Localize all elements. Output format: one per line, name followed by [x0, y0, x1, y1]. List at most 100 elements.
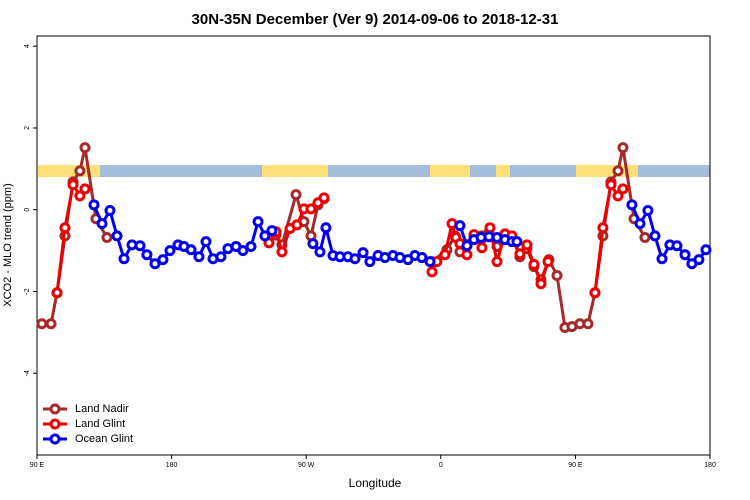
data-point [36, 318, 48, 330]
land-band [262, 165, 328, 177]
data-point [67, 179, 79, 191]
data-point [656, 253, 668, 265]
data-point [59, 222, 71, 234]
data-point [111, 230, 123, 242]
data-point [528, 259, 540, 271]
chart-title: 30N-35N December (Ver 9) 2014-09-06 to 2… [192, 11, 559, 28]
data-point [118, 253, 130, 265]
y-tick-label: -2 [24, 288, 31, 294]
data-point [101, 232, 113, 244]
data-point [237, 245, 249, 257]
data-point [157, 254, 169, 266]
data-point [617, 142, 629, 154]
data-point [679, 249, 691, 261]
y-axis-label: XCO2 - MLO trend (ppm) [2, 183, 14, 306]
data-point [364, 256, 376, 268]
data-point [320, 222, 332, 234]
data-point [245, 241, 257, 253]
data-point [634, 218, 646, 230]
y-tick-label: 4 [24, 44, 31, 48]
data-point [626, 199, 638, 211]
data-point [491, 256, 503, 268]
land-band [496, 165, 510, 177]
data-point [582, 318, 594, 330]
data-point [134, 240, 146, 252]
y-tick-label: 0 [24, 208, 31, 212]
data-point [454, 220, 466, 232]
data-point [79, 142, 91, 154]
plot-frame [36, 35, 711, 456]
x-axis-label: Longitude [349, 476, 402, 490]
data-point [589, 287, 601, 299]
data-point [314, 246, 326, 258]
data-point [535, 278, 547, 290]
data-point [305, 203, 317, 215]
data-point [290, 189, 302, 201]
data-point [88, 199, 100, 211]
data-point [514, 248, 526, 260]
data-point [141, 249, 153, 261]
data-point [259, 230, 271, 242]
data-point [307, 238, 319, 250]
data-point [349, 253, 361, 265]
data-point [215, 251, 227, 263]
data-point [74, 190, 86, 202]
data-point [639, 232, 651, 244]
land-mask [38, 165, 710, 177]
data-point [252, 216, 264, 228]
data-point [318, 192, 330, 204]
legend: Land Nadir Land Glint Ocean Glint [43, 403, 133, 445]
legend-marker [49, 403, 61, 415]
data-point [542, 256, 554, 268]
data-point [551, 270, 563, 282]
data-point [605, 179, 617, 191]
data-point [617, 183, 629, 195]
x-tick-label: 180 [704, 462, 716, 469]
legend-marker [49, 418, 61, 430]
data-point [45, 318, 57, 330]
data-point [597, 222, 609, 234]
data-point [439, 249, 451, 261]
data-point [461, 240, 473, 252]
data-point [476, 242, 488, 254]
data-point [511, 236, 523, 248]
data-point [291, 219, 303, 231]
y-tick-label: -4 [24, 370, 31, 376]
data-point [200, 236, 212, 248]
data-point [149, 258, 161, 270]
data-point [193, 251, 205, 263]
data-point [461, 249, 473, 261]
data-point [185, 244, 197, 256]
data-point [649, 230, 661, 242]
data-point [276, 246, 288, 258]
data-point [74, 165, 86, 177]
data-point [612, 165, 624, 177]
data-point [416, 252, 428, 264]
x-tick-label: 90 E [30, 462, 45, 469]
x-tick-label: 90 W [298, 462, 315, 469]
data-point [96, 218, 108, 230]
data-point [693, 254, 705, 266]
data-point [51, 287, 63, 299]
data-point [642, 205, 654, 217]
x-tick-label: 0 [439, 462, 443, 469]
series [88, 199, 712, 270]
data-point [671, 240, 683, 252]
x-tick-label: 90 E [568, 462, 583, 469]
data-point [700, 244, 712, 256]
legend-label: Ocean Glint [75, 433, 133, 445]
data-point [521, 239, 533, 251]
data-point [484, 222, 496, 234]
data-point [357, 247, 369, 259]
data-point [426, 266, 438, 278]
data-point [79, 183, 91, 195]
x-tick-label: 180 [166, 462, 178, 469]
data-point [104, 205, 116, 217]
legend-marker [49, 433, 61, 445]
ocean-band [38, 165, 710, 177]
land-band [430, 165, 470, 177]
data-point [164, 245, 176, 257]
data-point [424, 256, 436, 268]
